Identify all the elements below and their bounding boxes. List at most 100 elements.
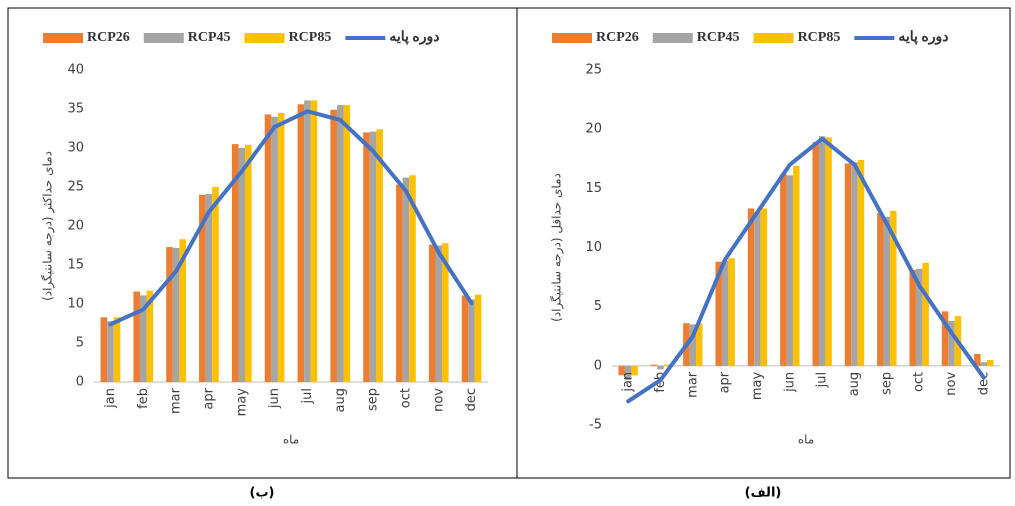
bar (428, 244, 436, 382)
x-tick-label: dec (464, 388, 479, 411)
y-tick-label: 40 (67, 63, 84, 78)
bar (376, 129, 383, 382)
legend-label: RCP26 (596, 30, 639, 45)
x-tick-label: dec (976, 372, 991, 395)
x-tick-label: jun (782, 372, 797, 393)
bar (310, 100, 318, 383)
x-tick-label: may (234, 388, 249, 417)
bar (409, 175, 416, 382)
legend-swatch (552, 33, 592, 43)
y-tick-label: 35 (67, 102, 84, 117)
y-tick-label: 20 (585, 122, 602, 137)
bar (474, 294, 482, 382)
x-tick-label: sep (366, 388, 381, 411)
x-tick-label: mar (169, 387, 184, 414)
bar (166, 247, 173, 382)
legend-swatch (244, 33, 285, 43)
legend-swatch (652, 33, 693, 43)
bar (205, 194, 213, 382)
x-axis-title: ماه (283, 433, 299, 447)
legend-label: RCP45 (697, 30, 740, 45)
bar (721, 260, 729, 366)
bar (442, 243, 449, 382)
bar (343, 105, 351, 382)
bar (663, 364, 671, 366)
bar (786, 175, 794, 366)
y-tick-label: 0 (76, 375, 84, 390)
y-tick-label: 5 (76, 336, 84, 351)
bar (857, 159, 865, 366)
bar (987, 359, 994, 366)
x-tick-label: apr (201, 387, 216, 409)
bar (212, 187, 219, 382)
bar (139, 295, 147, 382)
legend-label: RCP85 (798, 30, 841, 45)
x-tick-label: jul (815, 372, 830, 388)
bar (271, 116, 278, 383)
bar (396, 184, 403, 382)
bar (948, 320, 955, 366)
bar (650, 364, 658, 366)
x-tick-label: nov (944, 372, 959, 396)
x-tick-label: sep (879, 372, 894, 395)
y-axis-title: دمای حداقل (درجه سانتیگراد) (550, 173, 565, 322)
legend-swatch (43, 33, 83, 43)
bar (624, 365, 632, 381)
y-tick-label: 5 (594, 299, 602, 314)
bar (825, 137, 832, 366)
bar (461, 295, 469, 382)
bar (435, 245, 443, 382)
bar (631, 365, 638, 376)
y-tick-label: 25 (67, 180, 84, 195)
x-tick-label: oct (912, 372, 927, 392)
legend-label: RCP45 (188, 30, 231, 45)
bar (715, 261, 722, 366)
x-tick-label: aug (847, 372, 862, 396)
bar (133, 291, 140, 382)
x-tick-label: jun (267, 388, 282, 409)
x-tick-label: mar (685, 371, 700, 398)
y-axis-title: دمای حداکثر (درجه سانتیگراد) (41, 151, 56, 301)
y-tick-label: 10 (67, 297, 84, 312)
bar (793, 165, 800, 366)
bar (363, 132, 370, 382)
bar (780, 174, 787, 366)
bar (696, 323, 703, 366)
bar (618, 365, 625, 376)
bar (909, 269, 916, 366)
bar (199, 194, 206, 382)
bar (107, 321, 114, 382)
bar (304, 100, 311, 383)
bar (468, 299, 475, 382)
x-tick-label: oct (398, 388, 413, 408)
bar (922, 262, 929, 366)
y-tick-label: 20 (67, 219, 84, 234)
bar (245, 144, 252, 382)
bar (657, 365, 664, 370)
bar (890, 210, 897, 366)
line-series (108, 109, 474, 327)
x-tick-label: nov (431, 388, 446, 412)
legend-label: دوره پایه (389, 30, 439, 45)
x-axis-title: ماه (798, 433, 814, 447)
bar (754, 212, 761, 366)
bar (369, 131, 377, 382)
bar (277, 112, 285, 383)
x-tick-label: jan (621, 372, 636, 393)
bar (883, 216, 891, 366)
line-series (626, 136, 986, 404)
bar (851, 162, 858, 366)
bar (747, 208, 755, 366)
bar (812, 142, 819, 366)
caption: (الف) (745, 486, 782, 501)
bar (297, 104, 305, 382)
bar (941, 311, 949, 366)
bar (844, 163, 852, 366)
x-tick-label: apr (718, 371, 733, 393)
y-tick-label: 10 (585, 240, 602, 255)
bar (231, 144, 239, 382)
x-tick-label: jan (103, 388, 118, 409)
y-tick-label: -5 (589, 418, 602, 433)
x-tick-label: may (750, 372, 765, 401)
